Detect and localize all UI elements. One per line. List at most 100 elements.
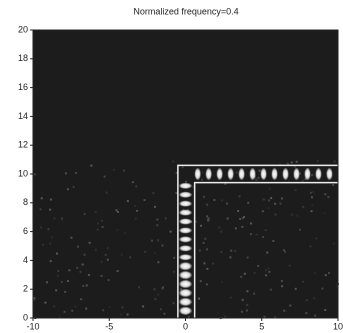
y-tick-label: 18 bbox=[18, 53, 28, 63]
speckle bbox=[200, 224, 203, 227]
speckle bbox=[85, 307, 88, 310]
speckle bbox=[81, 263, 84, 266]
speckle bbox=[294, 189, 297, 192]
speckle bbox=[71, 309, 74, 312]
waveguide-outer bbox=[177, 164, 338, 318]
speckle bbox=[76, 266, 79, 269]
speckle bbox=[76, 245, 79, 248]
speckle bbox=[312, 191, 315, 194]
speckle bbox=[327, 195, 330, 198]
chart-title: Normalized frequency=0.4 bbox=[133, 6, 238, 16]
speckle bbox=[309, 191, 312, 194]
speckle bbox=[105, 191, 108, 194]
speckle bbox=[116, 210, 119, 213]
speckle bbox=[280, 280, 283, 283]
speckle bbox=[60, 217, 63, 220]
speckle bbox=[49, 198, 52, 201]
speckle bbox=[253, 271, 256, 274]
speckle bbox=[175, 191, 178, 194]
speckle bbox=[49, 260, 52, 263]
speckle bbox=[63, 310, 66, 313]
speckle bbox=[218, 226, 221, 229]
speckle bbox=[315, 237, 318, 240]
speckle bbox=[80, 298, 83, 301]
speckle bbox=[221, 281, 224, 284]
y-tick-label: 20 bbox=[18, 24, 28, 34]
speckle bbox=[103, 175, 106, 178]
speckle bbox=[47, 228, 50, 231]
y-tick-label: 10 bbox=[18, 168, 28, 178]
field-blob bbox=[194, 167, 202, 181]
field-blob bbox=[178, 279, 193, 289]
speckle bbox=[332, 242, 335, 245]
speckle bbox=[97, 222, 100, 225]
speckle bbox=[201, 171, 204, 174]
speckle bbox=[230, 249, 233, 252]
speckle bbox=[154, 298, 157, 301]
speckle bbox=[203, 262, 206, 265]
speckle bbox=[246, 303, 249, 306]
speckle bbox=[157, 239, 160, 242]
y-tick-label: 16 bbox=[18, 82, 28, 92]
field-blob bbox=[216, 167, 224, 181]
x-tick-label: 10 bbox=[333, 321, 343, 331]
speckle bbox=[301, 180, 304, 183]
speckle bbox=[310, 210, 313, 213]
y-tick-label: 12 bbox=[18, 140, 28, 150]
speckle bbox=[234, 250, 237, 253]
speckle bbox=[126, 313, 129, 316]
speckle bbox=[101, 225, 104, 228]
speckle bbox=[94, 248, 97, 251]
speckle bbox=[282, 249, 285, 252]
speckle bbox=[224, 315, 227, 318]
speckle bbox=[88, 241, 91, 244]
speckle bbox=[206, 203, 209, 206]
speckle bbox=[169, 230, 172, 233]
speckle bbox=[332, 184, 335, 187]
speckle bbox=[202, 195, 205, 198]
speckle bbox=[55, 252, 58, 255]
speckle bbox=[257, 176, 260, 179]
field-blob bbox=[178, 227, 193, 234]
speckle bbox=[268, 270, 271, 273]
field-blob bbox=[238, 167, 245, 181]
speckle bbox=[121, 306, 124, 309]
speckle bbox=[87, 274, 90, 277]
speckle bbox=[229, 256, 232, 259]
speckle bbox=[234, 227, 237, 230]
speckle bbox=[290, 213, 293, 216]
field-blob bbox=[178, 200, 193, 207]
speckle bbox=[213, 199, 216, 202]
speckle bbox=[90, 164, 93, 167]
speckle bbox=[245, 309, 248, 312]
speckle bbox=[324, 309, 327, 312]
speckle bbox=[33, 173, 36, 176]
speckle bbox=[64, 290, 67, 293]
speckle bbox=[40, 226, 43, 229]
speckle bbox=[142, 305, 145, 308]
speckle bbox=[206, 248, 209, 251]
speckle bbox=[247, 201, 250, 204]
speckle bbox=[263, 315, 266, 318]
speckle bbox=[238, 195, 241, 198]
speckle bbox=[74, 305, 77, 308]
field-blob bbox=[293, 167, 300, 181]
field-blob bbox=[178, 236, 193, 243]
speckle bbox=[198, 249, 201, 252]
speckle bbox=[235, 171, 238, 174]
speckle bbox=[44, 301, 47, 304]
speckle bbox=[55, 289, 58, 292]
field-blob bbox=[282, 167, 289, 181]
speckle bbox=[33, 298, 36, 301]
speckle bbox=[101, 219, 104, 222]
speckle bbox=[120, 253, 123, 256]
speckle bbox=[241, 217, 244, 220]
speckle bbox=[58, 316, 61, 319]
speckle bbox=[100, 260, 103, 263]
speckle bbox=[154, 205, 157, 208]
field-blob bbox=[249, 167, 256, 181]
speckle bbox=[305, 299, 308, 302]
speckle bbox=[131, 181, 134, 184]
